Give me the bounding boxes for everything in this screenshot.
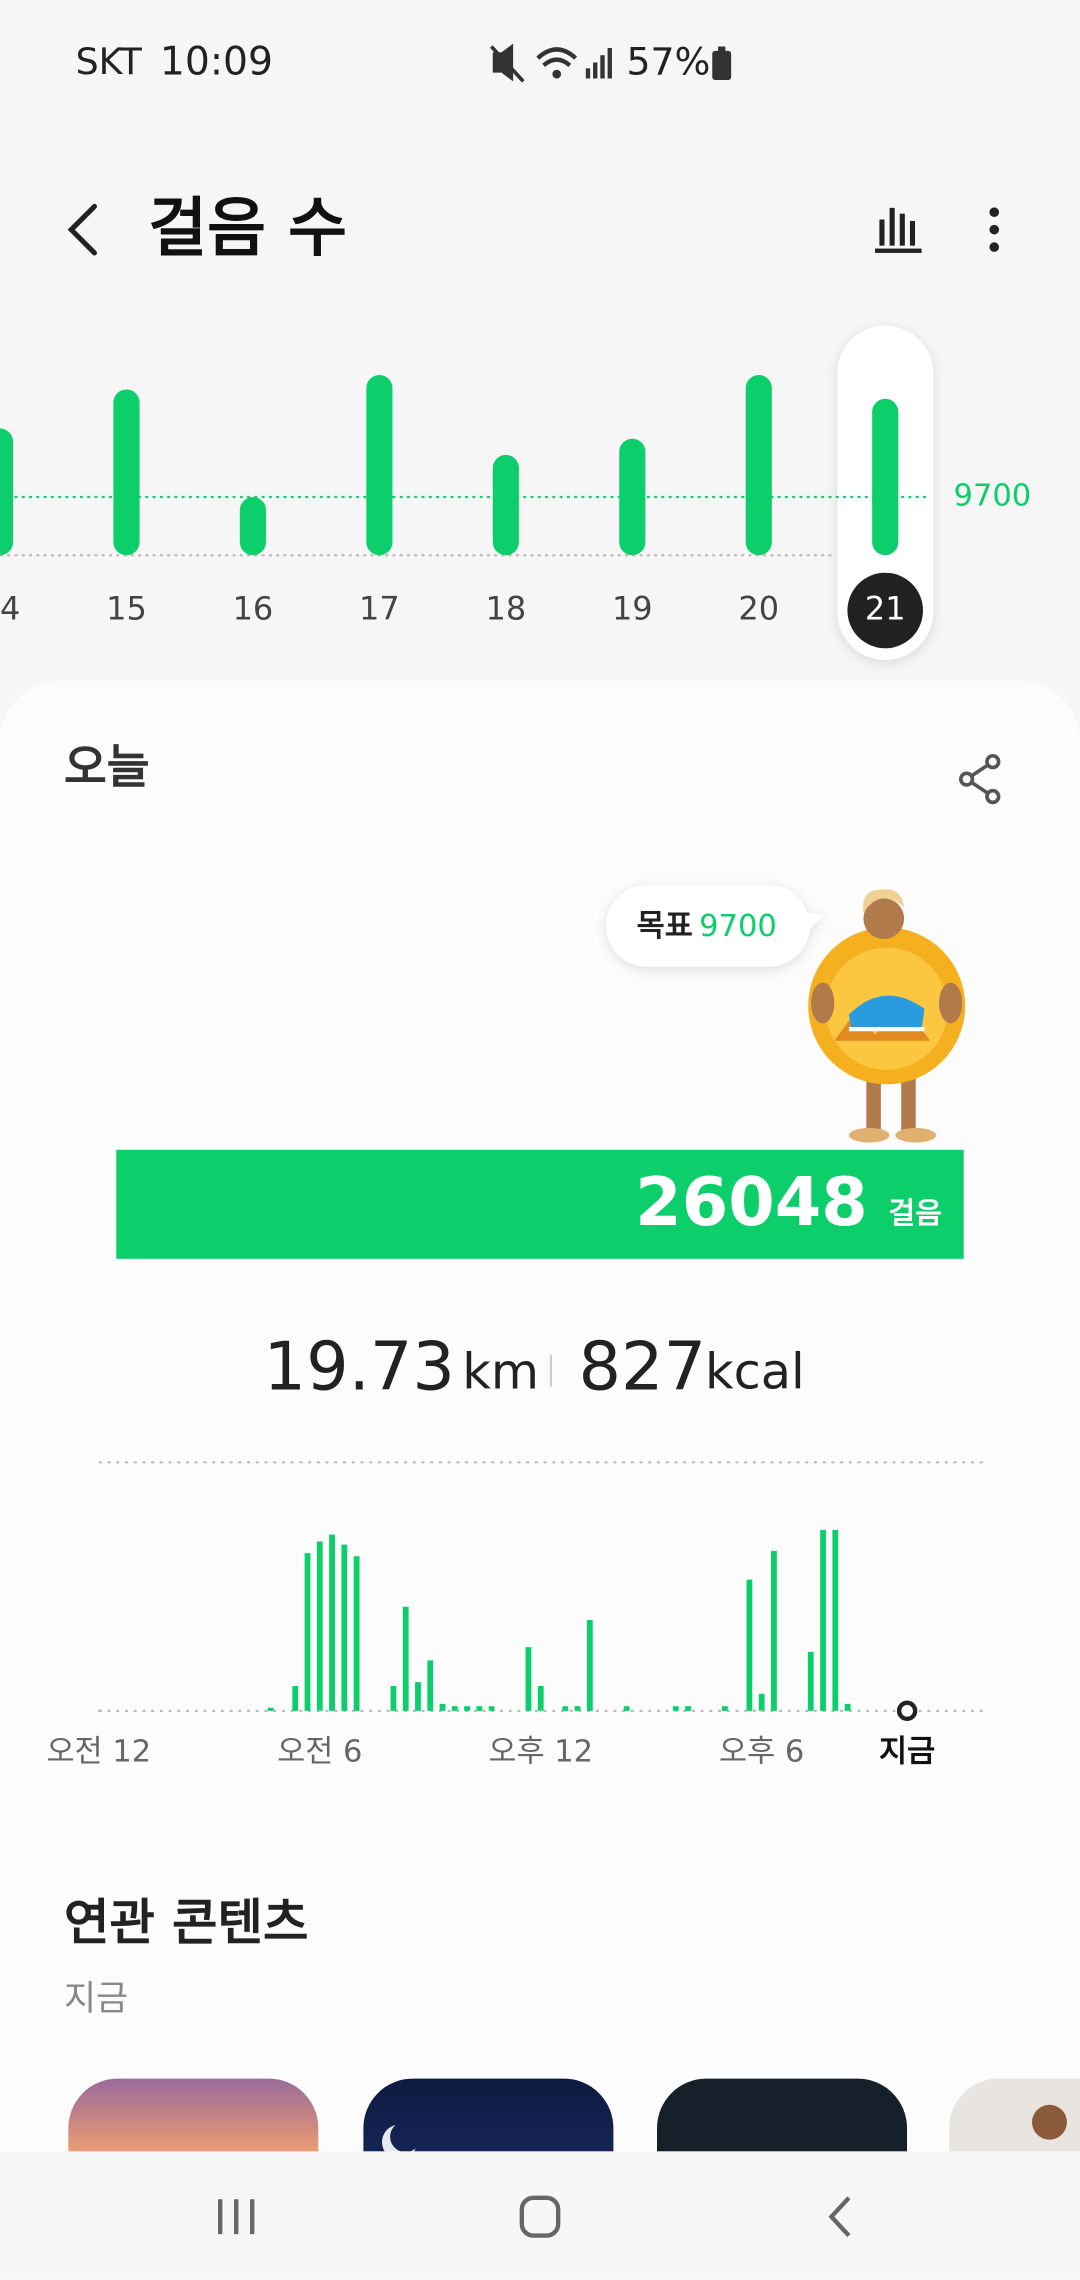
interval-bar bbox=[623, 1706, 630, 1711]
goal-value: 9700 bbox=[699, 909, 777, 944]
calories-unit: kcal bbox=[705, 1343, 805, 1401]
interval-bar bbox=[574, 1706, 581, 1711]
nav-back-button[interactable] bbox=[828, 2196, 851, 2238]
interval-bar bbox=[537, 1685, 544, 1711]
day-label: 21 bbox=[865, 589, 906, 627]
more-button[interactable] bbox=[989, 207, 1000, 252]
day-label: 15 bbox=[106, 589, 147, 627]
related-subtitle: 지금 bbox=[64, 1979, 128, 2019]
day-label: 20 bbox=[738, 589, 779, 627]
interval-bar bbox=[844, 1703, 851, 1711]
trends-button[interactable] bbox=[875, 207, 922, 253]
day-bar bbox=[0, 428, 14, 556]
interval-bar bbox=[292, 1685, 299, 1711]
character-illustration bbox=[808, 889, 966, 1143]
interval-bar bbox=[316, 1541, 323, 1711]
share-button[interactable] bbox=[958, 754, 1001, 805]
interval-bar bbox=[267, 1707, 274, 1711]
interval-bar bbox=[721, 1706, 728, 1711]
interval-bar bbox=[451, 1706, 458, 1711]
interval-bar bbox=[427, 1660, 434, 1711]
goal-progress-bar bbox=[116, 1149, 964, 1259]
interval-bar bbox=[820, 1529, 826, 1711]
interval-bar bbox=[415, 1682, 421, 1711]
hourly-steps-chart: 오전 12 오전 6 오후 12 오후 6 지금 bbox=[46, 1461, 983, 1770]
interval-bar bbox=[439, 1703, 446, 1711]
interval-bar bbox=[807, 1651, 814, 1711]
distance-unit: km bbox=[462, 1343, 539, 1401]
day-bar bbox=[619, 438, 646, 556]
interval-bar bbox=[488, 1706, 495, 1711]
day-bar bbox=[239, 496, 267, 556]
thumbnail-figure bbox=[1032, 2104, 1067, 2140]
interval-bar bbox=[771, 1550, 777, 1711]
day-bar bbox=[872, 398, 899, 556]
interval-bar bbox=[685, 1706, 691, 1711]
x-tick-label: 오전 6 bbox=[277, 1735, 362, 1770]
now-marker bbox=[896, 1700, 918, 1722]
battery-level: 57% bbox=[626, 39, 710, 83]
back-button[interactable] bbox=[67, 203, 98, 256]
related-title: 연관 콘텐츠 bbox=[64, 1893, 308, 1951]
calories-value: 827 bbox=[579, 1327, 707, 1405]
interval-bar bbox=[402, 1606, 409, 1711]
day-label: 14 bbox=[0, 589, 20, 627]
interval-bar bbox=[464, 1706, 470, 1711]
interval-bar bbox=[353, 1556, 360, 1711]
day-bar bbox=[492, 454, 519, 556]
navigation-bar bbox=[0, 2151, 1080, 2280]
steps-value: 26048 bbox=[635, 1163, 868, 1241]
clock: 10:09 bbox=[160, 39, 273, 84]
goal-label: 목표 bbox=[637, 909, 693, 944]
x-tick-label: 오후 6 bbox=[719, 1735, 804, 1770]
x-tick-label: 오전 12 bbox=[46, 1735, 151, 1770]
interval-bar bbox=[562, 1706, 569, 1711]
page-title: 걸음 수 bbox=[148, 192, 347, 266]
section-title: 오늘 bbox=[64, 740, 150, 794]
day-bar bbox=[113, 389, 140, 556]
x-tick-label: 지금 bbox=[879, 1735, 935, 1770]
interval-bar bbox=[304, 1553, 311, 1711]
steps-unit: 걸음 bbox=[888, 1196, 941, 1230]
day-label: 17 bbox=[359, 589, 400, 627]
interval-bar bbox=[758, 1693, 765, 1711]
day-label: 16 bbox=[233, 589, 274, 627]
interval-bar bbox=[329, 1534, 335, 1711]
distance-value: 19.73 bbox=[264, 1327, 455, 1405]
today-card bbox=[0, 680, 1080, 2280]
x-tick-label: 오후 12 bbox=[488, 1735, 593, 1770]
goal-line-label: 9700 bbox=[954, 478, 1032, 513]
recents-button[interactable] bbox=[218, 2199, 255, 2235]
day-bar bbox=[366, 375, 393, 556]
carrier: SKT bbox=[76, 40, 143, 83]
day-bar bbox=[745, 375, 772, 556]
day-label: 19 bbox=[612, 589, 653, 627]
interval-bar bbox=[586, 1619, 593, 1711]
moon-icon bbox=[382, 2125, 416, 2160]
interval-bar bbox=[746, 1579, 753, 1711]
goal-bubble bbox=[606, 885, 823, 967]
interval-bar bbox=[390, 1685, 397, 1711]
daily-steps-chart: 9700 14 15 16 17 18 19 20 21 bbox=[0, 325, 1032, 660]
selected-day-badge bbox=[847, 572, 924, 649]
day-label: 18 bbox=[485, 589, 526, 627]
interval-bar bbox=[672, 1706, 679, 1711]
interval-bar bbox=[476, 1706, 483, 1711]
interval-bar bbox=[832, 1529, 839, 1711]
interval-bar bbox=[525, 1647, 532, 1711]
status-icons bbox=[489, 43, 732, 83]
interval-bar bbox=[341, 1544, 348, 1711]
home-button[interactable] bbox=[519, 2195, 561, 2238]
